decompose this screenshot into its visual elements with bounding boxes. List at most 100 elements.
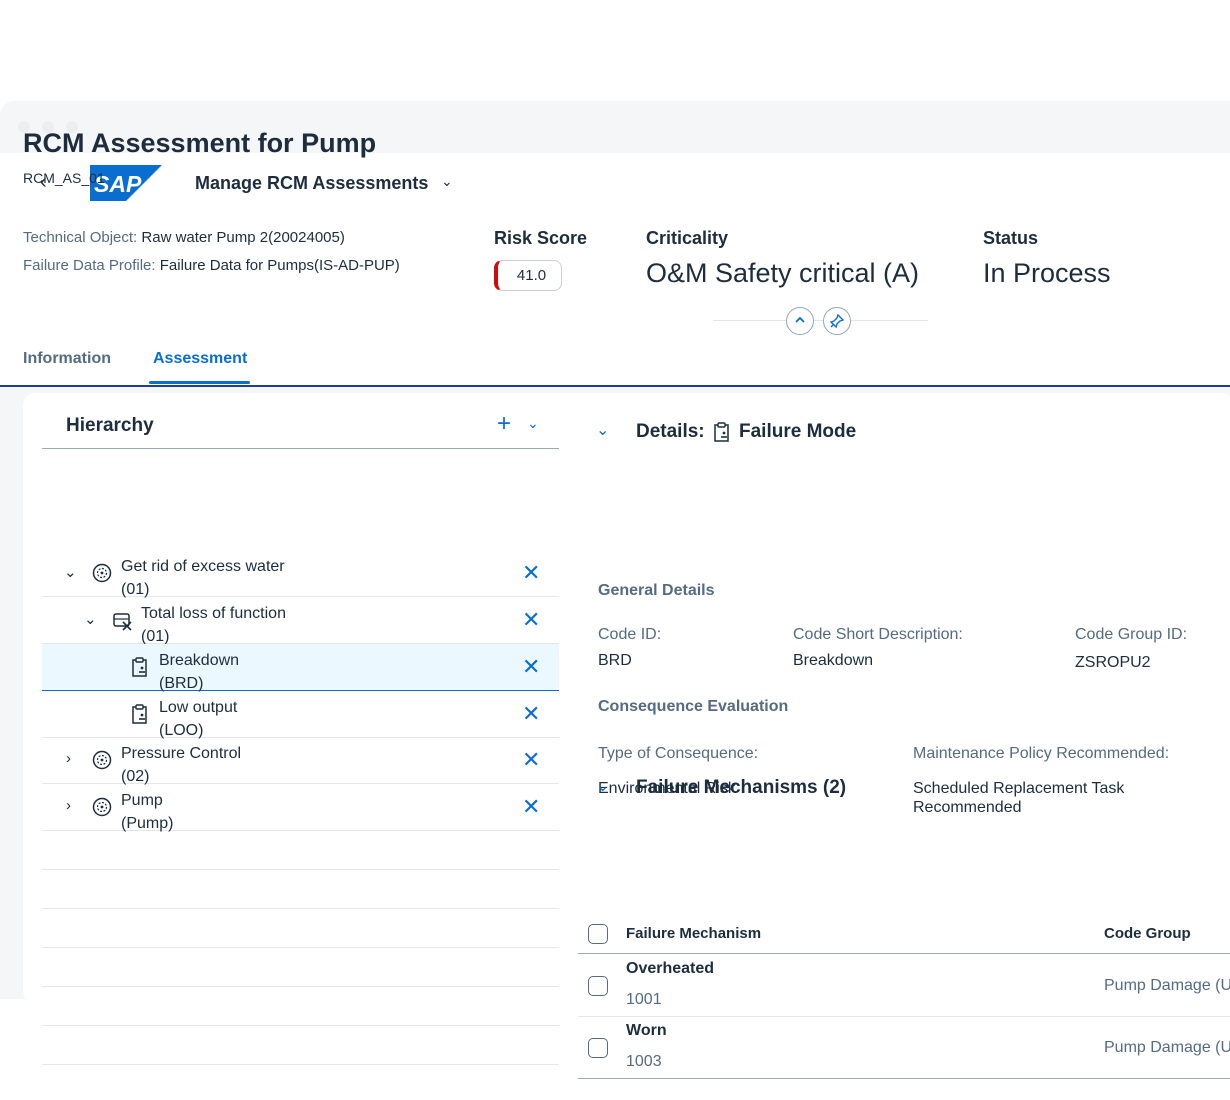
chevron-up-icon (795, 316, 805, 323)
chevron-down-icon[interactable]: ⌄ (441, 173, 453, 189)
delete-icon[interactable]: ✕ (522, 560, 541, 585)
chevron-right-icon[interactable]: › (66, 797, 71, 814)
hierarchy-item-name: Pressure Control (121, 745, 242, 762)
delete-icon[interactable]: ✕ (522, 654, 541, 679)
failure-mechanism-code: 1001 (626, 991, 662, 1008)
delete-icon[interactable]: ✕ (522, 607, 541, 632)
failure-mode-icon (132, 704, 147, 724)
technical-object-value: Raw water Pump 2(20024005) (141, 229, 345, 246)
failure-profile-value: Failure Data for Pumps(IS-AD-PUP) (159, 257, 400, 274)
hierarchy-row[interactable]: › Pressure Control (02) ✕ (42, 737, 559, 785)
failure-mechanism-name[interactable]: Overheated (626, 960, 715, 977)
hierarchy-row[interactable]: ⌄ Get rid of excess water (01) ✕ (42, 550, 559, 598)
type-of-consequence-value: Environmental Risk (598, 780, 736, 797)
details-object-type: Failure Mode (739, 421, 857, 442)
select-all-checkbox[interactable] (588, 924, 608, 944)
consequence-evaluation-title: Consequence Evaluation (598, 698, 789, 715)
tab-assessment[interactable]: Assessment (153, 350, 248, 367)
window-maximize-dot[interactable] (66, 121, 78, 133)
pin-icon (829, 313, 845, 329)
add-icon[interactable]: + (497, 410, 512, 437)
failure-mechanisms-title: Failure Mechanisms (2) (636, 777, 847, 798)
delete-icon[interactable]: ✕ (522, 794, 541, 819)
assessment-card (23, 393, 1230, 1003)
hierarchy-item-name: Pump (121, 792, 163, 809)
hierarchy-item-label: Pump (Pump) (121, 789, 173, 835)
chevron-down-icon[interactable]: ⌄ (64, 564, 77, 581)
sap-logo: SAP (90, 165, 162, 201)
shell-bar: ‹ SAP Manage RCM Assessments ⌄ (0, 153, 1230, 213)
hierarchy-empty-row (42, 1026, 559, 1065)
table-row-divider (578, 1078, 1230, 1079)
hierarchy-item-name: Get rid of excess water (121, 558, 285, 575)
chevron-down-icon[interactable]: ⌄ (84, 611, 97, 628)
chevron-down-icon[interactable]: ⌄ (596, 422, 610, 439)
delete-icon[interactable]: ✕ (522, 701, 541, 726)
risk-score-label: Risk Score (494, 228, 588, 248)
code-group-id-value: ZSROPU2 (1075, 654, 1151, 671)
window-titlebar (0, 101, 1230, 153)
hierarchy-item-code: (Pump) (121, 815, 174, 832)
general-details-title: General Details (598, 582, 715, 599)
hierarchy-item-label: Low output (LOO) (159, 696, 237, 742)
collapse-header-button[interactable] (786, 307, 814, 335)
hierarchy-row[interactable]: Low output (LOO) ✕ (42, 691, 559, 739)
failure-mechanism-name[interactable]: Worn (626, 1022, 667, 1039)
delete-icon[interactable]: ✕ (522, 747, 541, 772)
page-subtitle: RCM_AS_01 (23, 170, 105, 186)
app-title[interactable]: Manage RCM Assessments (195, 173, 429, 193)
row-checkbox[interactable] (588, 1038, 608, 1058)
hierarchy-row[interactable]: ⌄ Total loss of function (01) ✕ (42, 597, 559, 645)
sap-logo-text: SAP (94, 171, 142, 197)
hierarchy-item-code: (LOO) (159, 722, 204, 739)
failure-mode-icon (132, 657, 147, 677)
status-label: Status (983, 228, 1039, 248)
code-group-id-label: Code Group ID: (1075, 626, 1188, 643)
type-of-consequence-label: Type of Consequence: (598, 745, 759, 762)
maintenance-policy-line-2: Recommended (913, 799, 1022, 816)
risk-score-badge: 41.0 (494, 260, 562, 291)
function-icon (92, 797, 112, 817)
hierarchy-item-label: Pressure Control (02) (121, 742, 241, 788)
hierarchy-header-divider (42, 448, 559, 449)
functional-failure-icon (113, 613, 132, 631)
maintenance-policy-label: Maintenance Policy Recommended: (913, 745, 1170, 762)
hierarchy-item-label: Breakdown (BRD) (159, 649, 239, 695)
failure-profile-field: Failure Data Profile: Failure Data for P… (23, 257, 400, 274)
hierarchy-empty-row (42, 987, 559, 1026)
status-value: In Process (983, 258, 1111, 288)
chevron-down-icon[interactable]: ⌄ (527, 415, 539, 431)
hierarchy-item-code: (BRD) (159, 675, 204, 692)
hierarchy-row-selected[interactable]: Breakdown (BRD) ✕ (42, 644, 559, 692)
code-id-value: BRD (598, 652, 632, 669)
hierarchy-row[interactable]: › Pump (Pump) ✕ (42, 784, 559, 832)
hierarchy-item-name: Low output (159, 699, 238, 716)
hierarchy-empty-row (42, 909, 559, 948)
column-header-code-group[interactable]: Code Group (1104, 925, 1191, 942)
chevron-right-icon[interactable]: › (66, 750, 71, 767)
function-icon (92, 750, 112, 770)
maintenance-policy-line-1: Scheduled Replacement Task (913, 780, 1125, 797)
tab-information[interactable]: Information (23, 350, 111, 367)
column-header-failure-mechanism[interactable]: Failure Mechanism (626, 925, 762, 942)
hierarchy-empty-row (42, 870, 559, 909)
row-checkbox[interactable] (588, 976, 608, 996)
chevron-down-icon[interactable]: ⌄ (596, 778, 610, 795)
window-minimize-dot[interactable] (42, 121, 54, 133)
failure-mechanism-code-group: Pump Damage (U (1104, 1039, 1230, 1056)
window-close-dot[interactable] (18, 121, 30, 133)
pin-header-button[interactable] (823, 307, 851, 335)
hierarchy-item-label: Get rid of excess water (01) (121, 555, 285, 601)
hierarchy-item-name: Breakdown (159, 652, 240, 669)
criticality-value: O&M Safety critical (A) (646, 258, 920, 288)
hierarchy-item-code: (02) (121, 768, 150, 785)
tab-bar-divider (0, 385, 1230, 387)
code-id-label: Code ID: (598, 626, 662, 643)
code-short-description-value: Breakdown (793, 652, 874, 669)
technical-object-label: Technical Object: (23, 229, 138, 246)
header-collapse-divider (713, 320, 928, 321)
table-header-divider (578, 953, 1230, 954)
back-button[interactable]: ‹ (40, 171, 47, 193)
criticality-label: Criticality (646, 228, 729, 248)
failure-mechanism-code: 1003 (626, 1053, 662, 1070)
